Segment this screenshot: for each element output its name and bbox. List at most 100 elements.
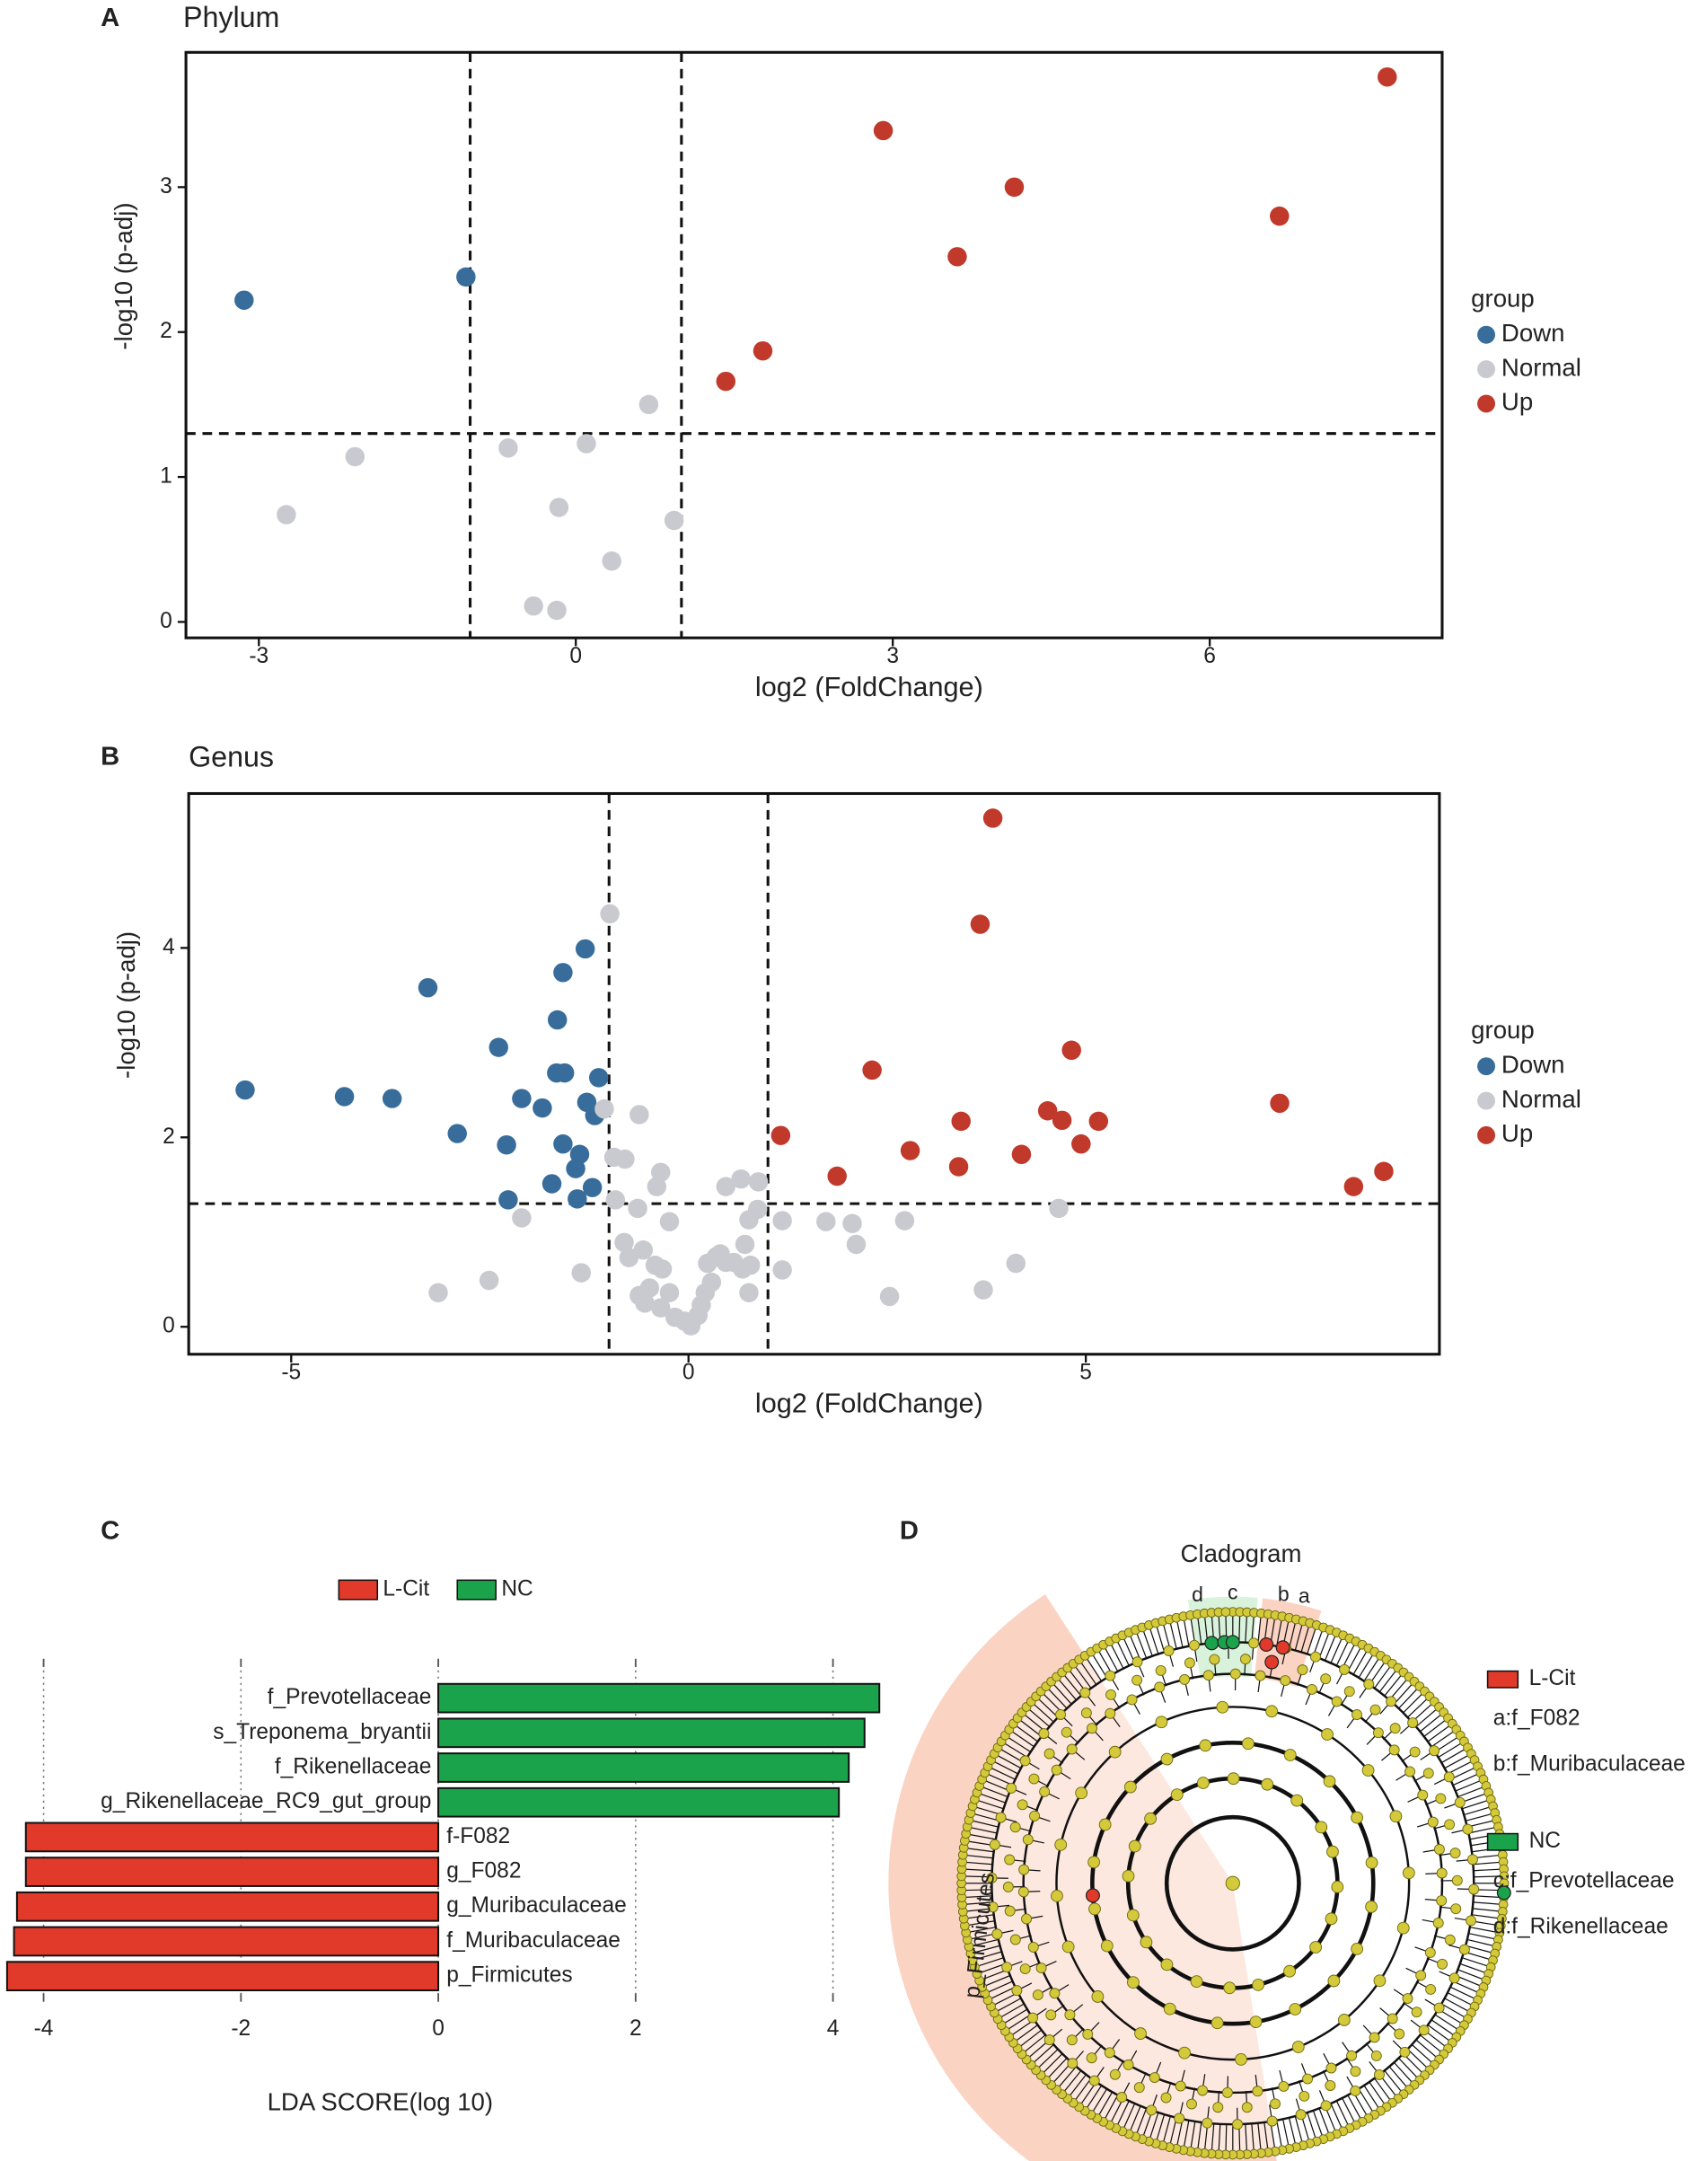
tree-node	[1387, 2013, 1398, 2024]
point	[602, 551, 621, 571]
tree-branch	[1096, 2091, 1114, 2119]
tree-node	[1127, 1976, 1140, 1989]
tree-branch	[1115, 1637, 1130, 1666]
tree-node	[1327, 1974, 1341, 1988]
tree-branch	[1352, 1647, 1369, 1675]
point	[873, 120, 894, 141]
tree-node	[1252, 2086, 1263, 2097]
tree-node	[1022, 1834, 1034, 1846]
tree-node	[1261, 1777, 1274, 1791]
tree-branch	[1473, 1861, 1504, 1866]
tree-node	[1309, 1941, 1322, 1954]
tree-node	[1351, 1943, 1364, 1955]
tree-node	[1437, 1958, 1448, 1970]
tree-node	[1225, 1875, 1240, 1891]
point	[575, 939, 595, 959]
tree-branch	[963, 1854, 993, 1859]
tree-node	[1155, 1664, 1167, 1676]
tree-node	[1365, 1901, 1378, 1913]
point	[428, 1283, 448, 1302]
category-label: f_Rikenellaceae	[275, 1755, 432, 1779]
tree-branch	[1155, 1622, 1166, 1653]
tree-node	[1184, 1657, 1195, 1669]
tree-branch	[974, 1957, 1004, 1968]
tree-branch	[965, 1833, 996, 1840]
category-label: g_Rikenellaceae_RC9_gut_group	[101, 1789, 431, 1813]
tree-ring	[1055, 1706, 1411, 2061]
point	[1071, 1133, 1091, 1154]
bar	[437, 1752, 850, 1783]
tree-node	[1255, 1670, 1266, 1681]
tree-node	[1242, 1737, 1255, 1751]
tree-node	[1027, 1941, 1039, 1953]
tree-node	[1131, 1656, 1143, 1668]
tree-branch	[1403, 2053, 1425, 2076]
tree-branch	[1330, 2103, 1344, 2132]
tree-branch	[987, 1986, 1016, 2001]
point	[970, 914, 990, 934]
point	[456, 267, 476, 287]
tree-branch	[1407, 2049, 1431, 2071]
tree-branch	[1257, 2122, 1263, 2154]
tree-branch	[1035, 2049, 1059, 2071]
tree-branch	[1440, 2003, 1468, 2020]
tree-branch	[1026, 1707, 1051, 1727]
tree-node	[1399, 2046, 1411, 2058]
category-label: g_F082	[446, 1859, 521, 1883]
point	[235, 1080, 255, 1100]
tree-branch	[1122, 2103, 1136, 2132]
point	[547, 600, 567, 621]
tree-branch	[1090, 2088, 1108, 2115]
point	[827, 1166, 847, 1186]
legend-marker	[1477, 394, 1496, 413]
tree-branch	[990, 1992, 1018, 2007]
tree-branch	[1384, 1671, 1404, 1697]
tree-node	[1021, 1913, 1033, 1925]
legend-label: L-Cit	[1529, 1666, 1576, 1690]
point	[735, 1234, 755, 1255]
point	[594, 1098, 614, 1119]
tree-node	[1197, 2085, 1209, 2096]
legend-title: group	[1471, 285, 1535, 313]
tree-branch	[1168, 1619, 1177, 1649]
tree-node	[1417, 1789, 1429, 1801]
tree-branch	[1061, 1671, 1082, 1697]
tree-branch	[1449, 1986, 1478, 2001]
tree-branch	[1276, 1616, 1283, 1646]
tree-branch	[1358, 2088, 1376, 2115]
tree-branch	[1363, 1655, 1381, 1681]
tree-node	[1186, 2098, 1197, 2110]
tree-branch	[1374, 1663, 1393, 1689]
tree-node	[1105, 1689, 1117, 1700]
tree-branch	[1218, 2123, 1221, 2155]
tree-branch	[1466, 1819, 1497, 1828]
x-tick-label: -2	[231, 2016, 251, 2041]
tree-branch	[987, 1766, 1016, 1780]
highlight-node	[1496, 1885, 1511, 1901]
legend-swatch	[338, 1579, 379, 1601]
point	[549, 498, 569, 517]
tree-node	[1325, 1912, 1338, 1926]
tree-node	[1422, 1768, 1434, 1779]
point	[498, 1190, 518, 1210]
tree-node	[1396, 1921, 1410, 1935]
tree-branch	[1128, 1632, 1141, 1662]
tree-node	[1220, 1607, 1231, 1618]
tree-branch	[1021, 2034, 1046, 2055]
tree-branch	[1148, 2112, 1159, 2142]
category-label: f-F082	[446, 1824, 510, 1848]
tree-node	[1466, 1915, 1476, 1927]
point	[569, 1144, 590, 1165]
bar	[13, 1926, 440, 1957]
tree-node	[1278, 2080, 1290, 2092]
tree-node	[1291, 2041, 1305, 2053]
point	[772, 1260, 792, 1280]
tree-node	[1049, 1988, 1061, 1999]
tree-branch	[1312, 2110, 1325, 2139]
tree-branch	[982, 1974, 1011, 1988]
point	[948, 1157, 969, 1177]
plot-frame	[187, 791, 1441, 1356]
tree-branch	[1363, 2085, 1381, 2112]
tree-node	[1133, 2082, 1145, 2094]
tree-node	[1411, 2007, 1422, 2018]
